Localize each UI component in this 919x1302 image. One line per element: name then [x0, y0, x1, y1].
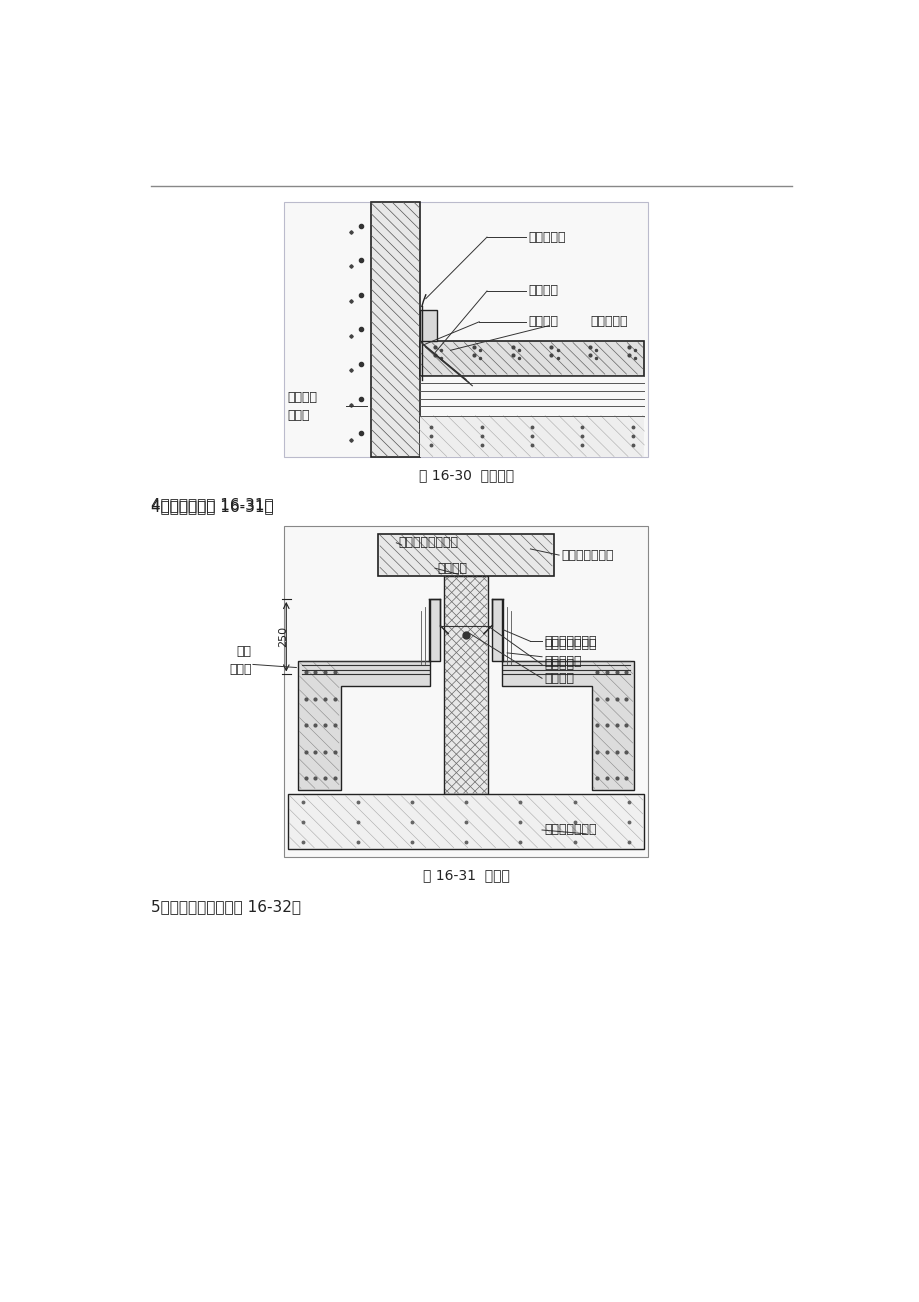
Text: 图 16-31  变形缝: 图 16-31 变形缝 — [422, 868, 509, 883]
Text: 卷材保护: 卷材保护 — [528, 285, 558, 297]
Polygon shape — [491, 599, 633, 790]
Polygon shape — [378, 534, 553, 575]
Text: 图 16-30  立墙泛水: 图 16-30 立墙泛水 — [418, 469, 513, 482]
Text: 刚性防水层: 刚性防水层 — [590, 315, 628, 328]
Text: 刚性
防水层: 刚性 防水层 — [229, 646, 251, 676]
Text: 250: 250 — [278, 626, 288, 647]
Polygon shape — [288, 794, 643, 849]
Text: 4．变形缝（图 16-31）: 4．变形缝（图 16-31） — [151, 499, 273, 514]
Polygon shape — [444, 575, 487, 794]
Text: 5．伸出屋面管道（图 16-32）: 5．伸出屋面管道（图 16-32） — [151, 900, 301, 914]
Bar — [284, 526, 648, 857]
Text: 密封材料: 密封材料 — [544, 658, 573, 671]
Text: 4．变形缝（图 16-31）: 4．变形缝（图 16-31） — [151, 497, 273, 512]
Polygon shape — [419, 415, 643, 457]
Bar — [284, 202, 648, 457]
Polygon shape — [419, 310, 437, 341]
Text: 合成高分子卷材: 合成高分子卷材 — [561, 548, 613, 561]
Polygon shape — [298, 599, 440, 790]
Polygon shape — [370, 202, 419, 457]
Text: 合成高分子卷材: 合成高分子卷材 — [544, 635, 596, 648]
Text: 预制混凝土压顶板: 预制混凝土压顶板 — [398, 536, 459, 549]
Text: 衬垫材料: 衬垫材料 — [437, 561, 467, 574]
Text: 背衬材料: 背衬材料 — [544, 672, 573, 685]
Text: 合成高分子卷材
附加增强层: 合成高分子卷材 附加增强层 — [544, 638, 596, 668]
Text: 聚苯乙烯
泡沫条: 聚苯乙烯 泡沫条 — [288, 391, 317, 422]
Text: 密封材料: 密封材料 — [528, 315, 558, 328]
Text: 防水同外墙: 防水同外墙 — [528, 230, 565, 243]
Text: 聚苯乙烯泡沫板: 聚苯乙烯泡沫板 — [544, 823, 596, 836]
Polygon shape — [419, 341, 643, 376]
